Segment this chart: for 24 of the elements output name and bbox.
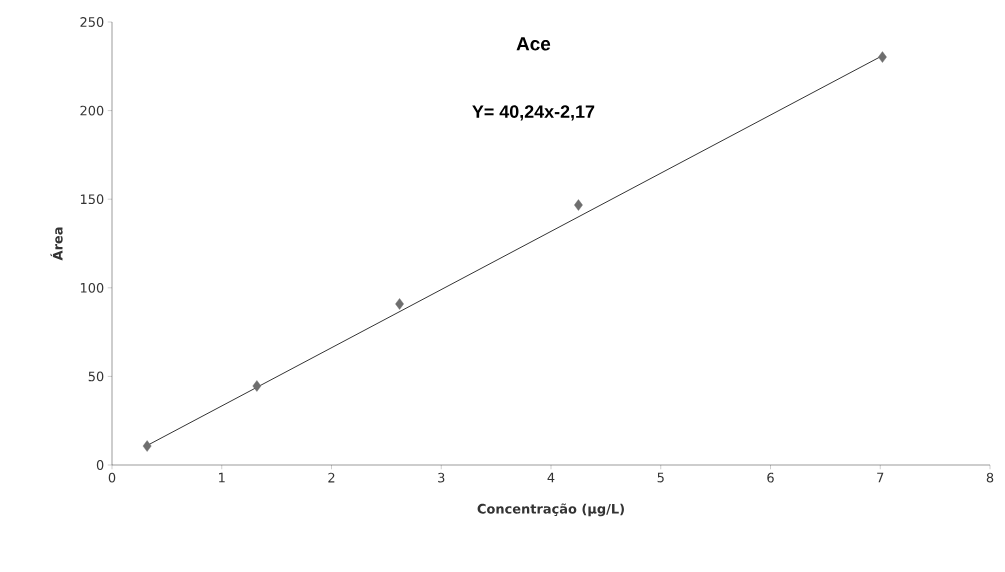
y-tick-label: 250: [80, 17, 104, 27]
text: Ace: [516, 37, 551, 51]
point: [878, 51, 887, 63]
point: [142, 440, 152, 452]
x-tick-label: 7: [877, 472, 884, 483]
x-axis-title: Concentração (µg/L): [477, 503, 624, 517]
y-axis-title: Área: [50, 227, 63, 261]
y-tick-label: 100: [80, 282, 104, 293]
y-tick-label: 0: [96, 460, 104, 470]
x-tick-label: 0: [108, 472, 116, 483]
point: [252, 380, 262, 392]
x-tick-label: 5: [657, 472, 664, 483]
point: [574, 199, 583, 211]
x-tick-label: 6: [767, 472, 774, 483]
y-tick-label: 200: [80, 105, 104, 116]
point: [395, 298, 404, 310]
annotation: Y= 40,24x-2,17: [472, 105, 595, 121]
y-tick-label: 50: [88, 371, 104, 382]
x-tick-label: 8: [986, 472, 994, 483]
y-tick-label: 150: [80, 194, 104, 205]
x-tick-label: 3: [438, 472, 445, 483]
x-tick-label: 1: [219, 472, 225, 483]
x-tick-label: 4: [547, 472, 555, 483]
x-tick-label: 2: [328, 472, 335, 483]
